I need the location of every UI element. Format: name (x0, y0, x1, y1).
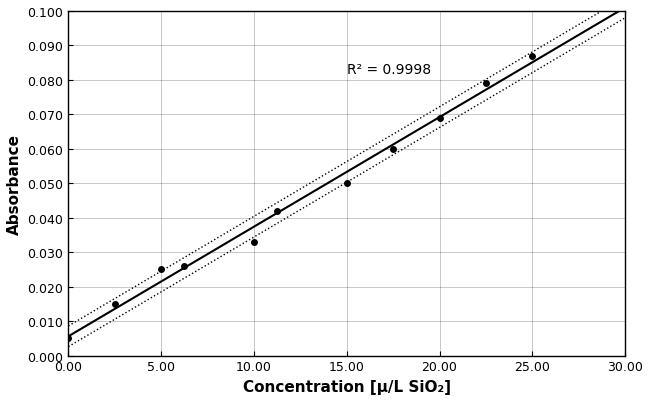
Point (110, 301, 120, 308)
Point (272, 208, 282, 215)
Point (341, 180, 352, 187)
Point (249, 239, 259, 245)
Point (179, 263, 190, 269)
Point (527, 53, 538, 60)
Text: R² = 0.9998: R² = 0.9998 (346, 63, 431, 77)
X-axis label: Concentration [μ/L SiO₂]: Concentration [μ/L SiO₂] (242, 379, 450, 394)
Y-axis label: Absorbance: Absorbance (7, 134, 22, 234)
Point (481, 81, 491, 87)
Point (156, 267, 166, 273)
Point (434, 115, 445, 122)
Point (63, 335, 73, 342)
Point (388, 146, 398, 153)
